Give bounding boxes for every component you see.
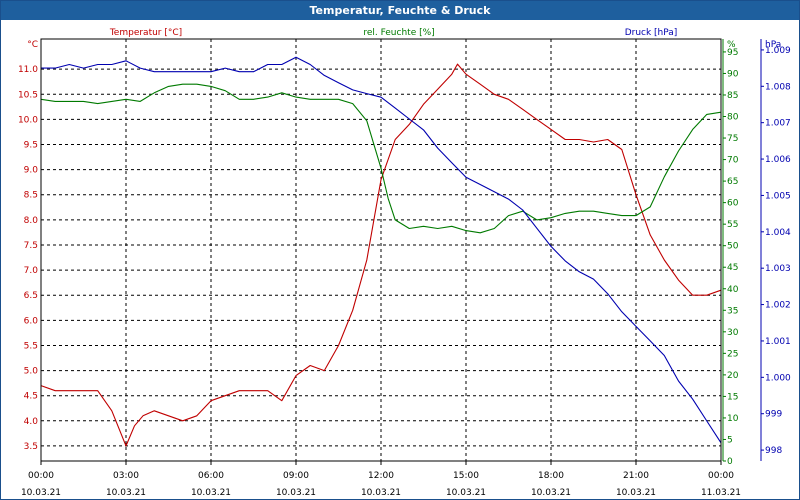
- humidity-unit-label: %: [727, 40, 736, 50]
- pressure-tick-label: 1.001: [765, 337, 791, 347]
- humidity-tick-label: 50: [727, 242, 739, 252]
- pressure-tick-label: 1.007: [765, 119, 791, 129]
- x-tick-date: 10.03.21: [21, 488, 61, 498]
- humidity-tick-label: 85: [727, 91, 738, 101]
- x-tick-date: 10.03.21: [531, 488, 571, 498]
- humidity-tick-label: 30: [727, 328, 739, 338]
- humidity-tick-label: 0: [727, 457, 733, 467]
- x-tick-date: 10.03.21: [276, 488, 316, 498]
- x-tick-date: 10.03.21: [106, 488, 146, 498]
- pressure-series-label: Druck [hPa]: [625, 28, 678, 38]
- temperature-tick-label: 4.5: [24, 392, 38, 402]
- x-tick-date: 10.03.21: [361, 488, 401, 498]
- temperature-tick-label: 9.0: [24, 166, 39, 176]
- humidity-tick-label: 10: [727, 414, 739, 424]
- humidity-tick-label: 80: [727, 113, 739, 123]
- grid: [41, 39, 721, 461]
- x-tick-time: 03:00: [113, 471, 139, 481]
- series-line-humidity: [40, 83, 722, 234]
- humidity-tick-label: 65: [727, 177, 738, 187]
- x-tick-date: 10.03.21: [191, 488, 231, 498]
- axes: [40, 38, 764, 465]
- humidity-tick-label: 55: [727, 220, 738, 230]
- temperature-tick-label: 3.5: [24, 442, 38, 452]
- humidity-tick-label: 15: [727, 392, 738, 402]
- temperature-tick-label: 9.5: [24, 141, 38, 151]
- humidity-tick-label: 40: [727, 285, 739, 295]
- temperature-tick-label: 10.5: [18, 90, 38, 100]
- humidity-tick-label: 75: [727, 134, 738, 144]
- temperature-tick-label: 11.0: [18, 65, 38, 75]
- labels: 00:00 10.03.21 03:00 10.03.21 06:00 10.03.21 0…: [18, 28, 791, 498]
- humidity-tick-label: 5: [727, 435, 733, 445]
- x-tick-time: 09:00: [283, 471, 309, 481]
- pressure-tick-label: 998: [765, 446, 782, 456]
- temperature-tick-label: 5.0: [24, 367, 39, 377]
- temperature-tick-label: 5.5: [24, 341, 38, 351]
- x-tick-date: 10.03.21: [616, 488, 656, 498]
- humidity-tick-label: 70: [727, 156, 739, 166]
- window-title: Temperatur, Feuchte & Druck: [1, 1, 799, 20]
- temperature-tick-label: 10.0: [18, 115, 38, 125]
- humidity-tick-label: 25: [727, 349, 738, 359]
- x-tick-time: 15:00: [453, 471, 479, 481]
- pressure-tick-label: 1.003: [765, 264, 791, 274]
- temperature-unit-label: °C: [27, 40, 38, 50]
- x-tick-time: 00:00: [708, 471, 734, 481]
- x-tick-date: 11.03.21: [701, 488, 741, 498]
- temperature-tick-label: 4.0: [24, 417, 39, 427]
- temperature-tick-label: 8.5: [24, 191, 38, 201]
- humidity-tick-label: 45: [727, 263, 738, 273]
- chart: 00:00 10.03.21 03:00 10.03.21 06:00 10.03.21 0…: [18, 28, 791, 498]
- pressure-tick-label: 1.002: [765, 301, 791, 311]
- temperature-tick-label: 7.0: [24, 266, 39, 276]
- humidity-tick-label: 35: [727, 306, 738, 316]
- series-group: [40, 56, 722, 447]
- pressure-tick-label: 999: [765, 410, 782, 420]
- humidity-tick-label: 90: [727, 69, 739, 79]
- x-tick-time: 21:00: [623, 471, 649, 481]
- pressure-tick-label: 1.005: [765, 191, 791, 201]
- pressure-tick-label: 1.004: [765, 228, 791, 238]
- temperature-tick-label: 6.0: [24, 316, 39, 326]
- pressure-tick-label: 1.009: [765, 46, 791, 56]
- pressure-tick-label: 1.000: [765, 373, 791, 383]
- temperature-tick-label: 8.0: [24, 216, 39, 226]
- plot-border: [40, 38, 722, 462]
- series-line-temperature: [40, 63, 722, 447]
- humidity-tick-label: 95: [727, 48, 738, 58]
- temperature-series-label: Temperatur [°C]: [109, 28, 182, 38]
- x-tick-time: 00:00: [28, 471, 54, 481]
- pressure-tick-label: 1.006: [765, 155, 791, 165]
- pressure-unit-label: hPa: [765, 40, 781, 50]
- x-tick-time: 06:00: [198, 471, 224, 481]
- humidity-tick-label: 60: [727, 199, 739, 209]
- humidity-series-label: rel. Feuchte [%]: [363, 28, 434, 38]
- humidity-tick-label: 20: [727, 371, 739, 381]
- temperature-tick-label: 6.5: [24, 291, 38, 301]
- x-tick-time: 18:00: [538, 471, 564, 481]
- x-tick-date: 10.03.21: [446, 488, 486, 498]
- series-line-pressure: [41, 56, 722, 444]
- x-tick-time: 12:00: [368, 471, 394, 481]
- temperature-tick-label: 7.5: [24, 241, 38, 251]
- pressure-tick-label: 1.008: [765, 82, 791, 92]
